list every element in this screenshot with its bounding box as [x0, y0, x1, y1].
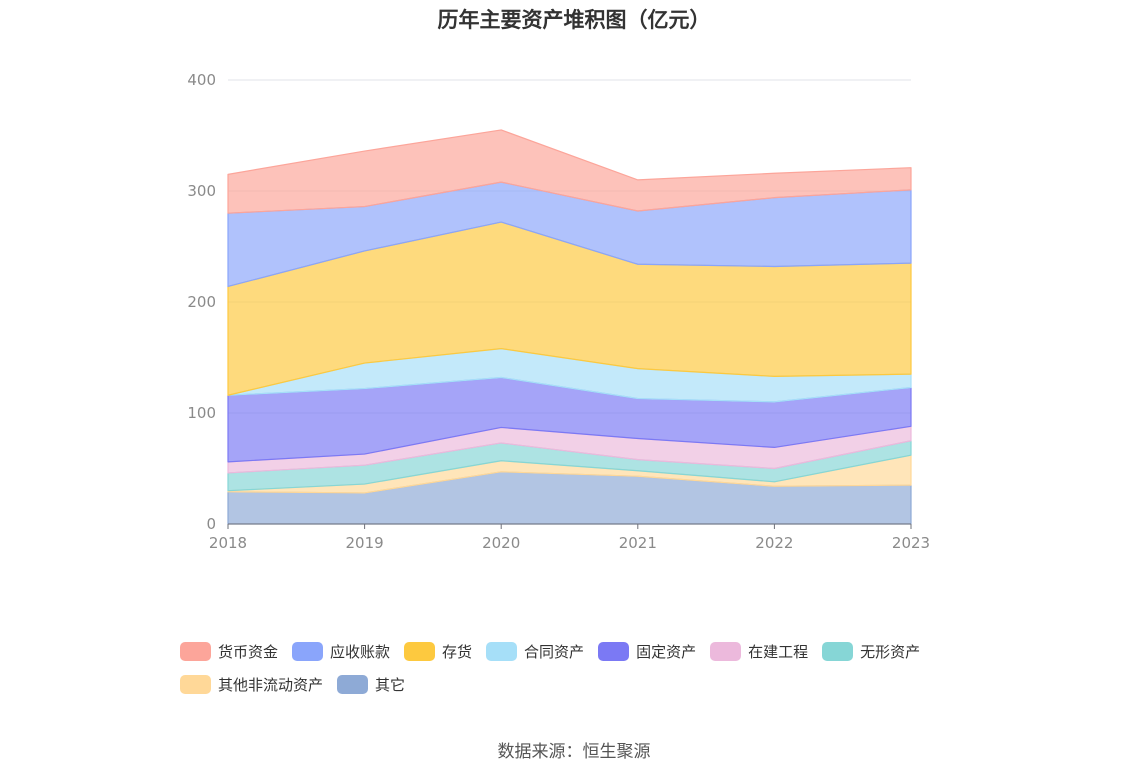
y-tick-label: 100	[187, 404, 216, 422]
legend: 货币资金 应收账款 存货 合同资产 固定资产 在建工程 无形资产其他非流动资产 其它	[180, 640, 1000, 706]
axis-layer: 0 100 200 300 400 2018 2019 2020 2021 2022 2023	[187, 71, 930, 552]
legend-swatch	[404, 641, 436, 661]
x-tick-label: 2021	[619, 534, 657, 552]
legend-item-e8b4a7e5b881e8b584e98791[interactable]: 货币资金	[180, 640, 278, 662]
legend-label: 其他非流动资产	[218, 675, 324, 694]
legend-item-e59ca8e5bbbae5b7a5e7a88b[interactable]: 在建工程	[710, 640, 808, 662]
legend-item-e697a0e5bda2e8b584e4baa7[interactable]: 无形资产	[822, 640, 920, 662]
legend-swatch	[180, 641, 211, 661]
legend-item-e585b6e5ae83[interactable]: 其它	[337, 673, 405, 695]
legend-label: 货币资金	[218, 642, 279, 661]
legend-item-e5ba94e694b6e8b4a6e6acbe[interactable]: 应收账款	[292, 640, 390, 662]
legend-swatch	[292, 641, 324, 661]
legend-label: 其它	[375, 675, 406, 694]
legend-item-e59088e5908ce8b584e4baa7[interactable]: 合同资产	[486, 640, 584, 662]
legend-swatch	[486, 641, 518, 661]
source-note: 数据来源：恒生聚源	[497, 742, 651, 762]
legend-label: 无形资产	[860, 642, 921, 661]
legend-swatch	[822, 641, 854, 661]
legend-label: 在建工程	[748, 642, 809, 661]
x-tick-label: 2020	[482, 534, 520, 552]
x-tick-label: 2019	[346, 534, 384, 552]
chart-title: 历年主要资产堆积图（亿元）	[437, 8, 711, 32]
y-tick-label: 200	[187, 293, 216, 311]
legend-item-e585b6e4bb96e99d9ee6b581e58aa8e8b584e4baa7[interactable]: 其他非流动资产	[180, 673, 323, 695]
legend-label: 应收账款	[330, 642, 391, 661]
legend-item-e59bbae5ae9ae8b584e4baa7[interactable]: 固定资产	[598, 640, 696, 662]
legend-swatch	[180, 674, 211, 694]
legend-label: 存货	[442, 642, 473, 661]
legend-swatch	[710, 641, 742, 661]
x-tick-label: 2023	[892, 534, 930, 552]
y-tick-label: 300	[187, 182, 216, 200]
area-layer	[227, 129, 912, 525]
legend-swatch	[598, 641, 630, 661]
legend-label: 固定资产	[636, 642, 697, 661]
x-tick-label: 2022	[755, 534, 793, 552]
area-series-e8b4a7e5b881e8b584e98791[interactable]	[227, 129, 912, 214]
y-tick-label: 0	[206, 515, 216, 533]
legend-item-e5ad98e8b4a7[interactable]: 存货	[404, 640, 472, 662]
x-tick-label: 2018	[209, 534, 247, 552]
y-tick-label: 400	[187, 71, 216, 89]
legend-label: 合同资产	[524, 642, 585, 661]
legend-swatch	[337, 674, 369, 694]
